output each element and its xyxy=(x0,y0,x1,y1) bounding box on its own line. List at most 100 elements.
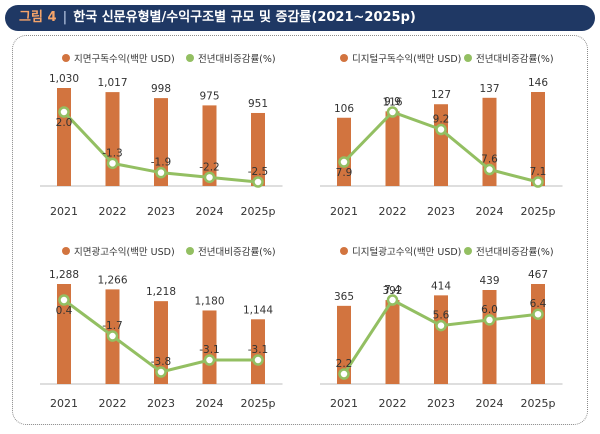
legend-line-label: 전년대비증감률(%) xyxy=(476,53,554,65)
bar-value-label: 467 xyxy=(528,269,548,281)
bar-value-label: 1,288 xyxy=(49,269,79,281)
bar xyxy=(337,305,351,384)
growth-point xyxy=(106,330,119,342)
legend-bar-label: 디지털광고수익(백만 USD) xyxy=(352,246,461,258)
legend-line-label: 전년대비증감률(%) xyxy=(476,246,554,258)
bar-value-label: 146 xyxy=(528,77,548,89)
x-tick-label: 2024 xyxy=(196,397,224,410)
x-tick-label: 2023 xyxy=(427,397,455,410)
growth-point xyxy=(338,156,350,168)
bar xyxy=(385,300,400,384)
bar xyxy=(385,111,400,186)
bar xyxy=(434,295,448,384)
growth-point xyxy=(252,176,264,188)
growth-value-label: -2.2 xyxy=(199,161,220,173)
growth-value-label: -3.1 xyxy=(199,344,220,356)
growth-point xyxy=(435,319,447,332)
growth-value-label: 6.4 xyxy=(530,298,547,310)
growth-value-label: -1.9 xyxy=(151,157,172,169)
x-tick-label: 2022 xyxy=(99,397,127,410)
legend-line-label: 전년대비증감률(%) xyxy=(198,53,276,65)
growth-value-label: 2.2 xyxy=(336,358,353,370)
x-tick-label: 2024 xyxy=(476,397,504,410)
legend-bar-label: 지면구독수익(백만 USD) xyxy=(74,53,175,65)
legend-bar-label: 디지털구독수익(백만 USD) xyxy=(352,53,461,65)
bar-value-label: 137 xyxy=(479,83,499,95)
growth-value-label: 7.4 xyxy=(384,284,401,296)
bar-value-label: 1,218 xyxy=(146,286,176,298)
bar xyxy=(57,88,71,186)
bar-value-label: 414 xyxy=(431,280,451,292)
x-tick-label: 2025p xyxy=(521,397,556,410)
bar-value-label: 1,144 xyxy=(243,304,273,316)
figure-title: 한국 신문유형별/수익구조별 규모 및 증감률(2021~2025p) xyxy=(73,10,416,25)
legend-line-label: 전년대비증감률(%) xyxy=(198,246,276,258)
x-tick-label: 2021 xyxy=(330,205,358,218)
bar xyxy=(531,284,545,384)
legend-line-marker xyxy=(186,54,194,62)
bar-value-label: 1,180 xyxy=(194,295,224,307)
growth-value-label: 9.9 xyxy=(384,96,401,108)
bar xyxy=(337,117,351,186)
growth-point xyxy=(338,368,350,380)
x-tick-label: 2025p xyxy=(241,205,276,218)
x-tick-label: 2022 xyxy=(99,205,127,218)
x-tick-label: 2025p xyxy=(241,397,276,410)
x-tick-label: 2022 xyxy=(379,205,407,218)
x-tick-label: 2024 xyxy=(476,205,504,218)
x-tick-label: 2021 xyxy=(50,205,78,218)
growth-value-label: 7.1 xyxy=(530,166,547,178)
bar xyxy=(251,319,265,384)
bar xyxy=(434,104,448,186)
growth-value-label: -3.8 xyxy=(151,356,172,368)
bar-value-label: 951 xyxy=(248,98,268,110)
bar xyxy=(531,92,545,186)
growth-value-label: 5.6 xyxy=(433,310,450,322)
bar xyxy=(482,97,497,186)
growth-point xyxy=(155,366,167,378)
bar-value-label: 1,030 xyxy=(49,73,79,85)
growth-point xyxy=(386,294,399,306)
growth-point xyxy=(386,106,399,118)
bar-value-label: 365 xyxy=(334,291,354,303)
bar-value-label: 439 xyxy=(479,275,499,287)
x-tick-label: 2023 xyxy=(147,397,175,410)
growth-point xyxy=(58,294,70,306)
growth-value-label: 2.0 xyxy=(56,117,73,129)
legend-line-marker xyxy=(464,54,472,62)
bar-value-label: 392 xyxy=(382,285,402,297)
bar-value-label: 1,017 xyxy=(97,77,127,89)
growth-value-label: 9.2 xyxy=(433,114,450,126)
x-tick-label: 2025p xyxy=(521,205,556,218)
bar-value-label: 106 xyxy=(334,103,354,115)
legend-bar-label: 지면광고수익(백만 USD) xyxy=(74,246,175,258)
legend-bar-marker xyxy=(340,247,348,255)
legend-bar-marker xyxy=(62,247,70,255)
figure-label: 그림 4 xyxy=(19,10,57,25)
bar-value-label: 975 xyxy=(199,90,219,102)
growth-point xyxy=(435,123,447,136)
bar xyxy=(202,310,217,384)
legend-bar-marker xyxy=(62,54,70,62)
growth-point xyxy=(532,176,544,188)
bar-value-label: 127 xyxy=(431,89,451,101)
growth-point xyxy=(203,171,216,184)
growth-value-label: 7.6 xyxy=(481,154,498,166)
growth-value-label: -1.7 xyxy=(102,320,123,332)
growth-point xyxy=(483,163,496,176)
figure-header: 그림 4 | 한국 신문유형별/수익구조별 규모 및 증감률(2021~2025p) xyxy=(5,5,595,31)
legend-line-marker xyxy=(186,247,194,255)
growth-point xyxy=(483,314,496,326)
bar xyxy=(251,112,265,186)
legend-bar-marker xyxy=(340,54,348,62)
bar xyxy=(154,301,168,384)
bar xyxy=(57,284,71,384)
bar xyxy=(105,92,120,186)
growth-point xyxy=(532,308,544,320)
bar xyxy=(482,289,497,384)
legend-line-marker xyxy=(464,247,472,255)
growth-value-label: 0.4 xyxy=(56,305,73,317)
growth-point xyxy=(203,354,216,366)
header-separator: | xyxy=(62,10,68,25)
